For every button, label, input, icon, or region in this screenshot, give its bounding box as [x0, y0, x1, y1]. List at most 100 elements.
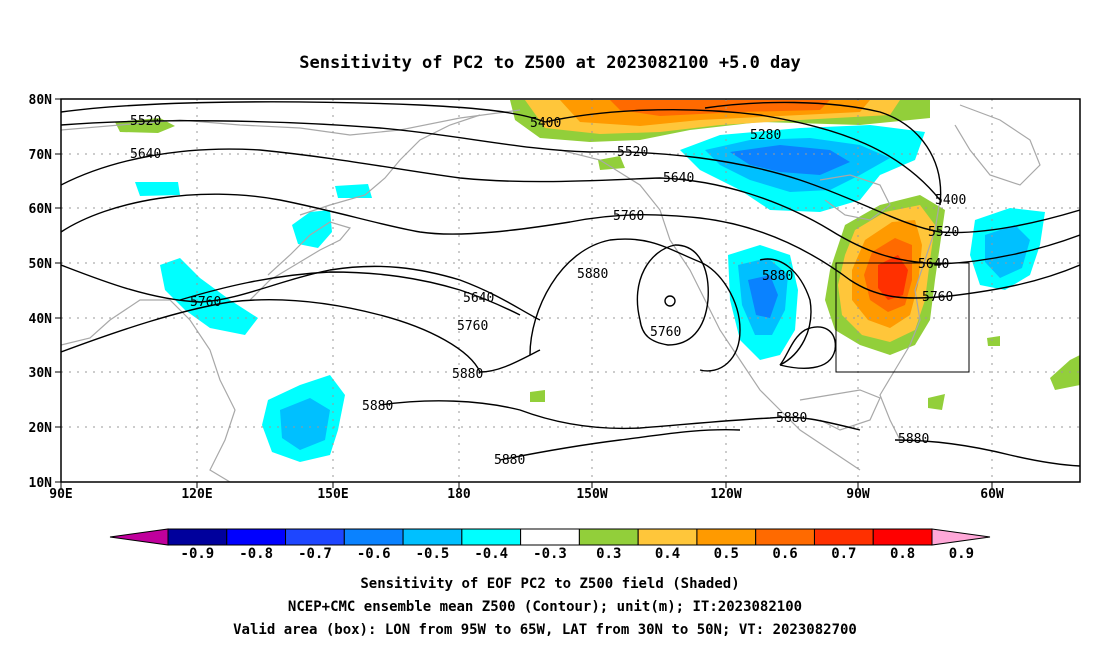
contour-5880-atlantic	[894, 439, 1080, 467]
caption: Sensitivity of EOF PC2 to Z500 field (Sh…	[233, 576, 857, 638]
caption-line-3: Valid area (box): LON from 95W to 65W, L…	[233, 622, 857, 638]
lon-label-60w: 60W	[980, 487, 1004, 502]
colorbar-cell	[520, 528, 580, 546]
contour-label: 5640	[663, 171, 694, 186]
contour-label: 5880	[776, 411, 807, 426]
colorbar-cell	[402, 528, 463, 546]
contour-label: 5880	[362, 399, 393, 414]
contour-5880-us	[759, 258, 812, 366]
lon-label-150w: 150W	[576, 487, 607, 502]
colorbar: -0.9 -0.8 -0.7 -0.6 -0.5 -0.4 -0.3 0.3 0.4 0.5 0.6…	[109, 528, 991, 562]
colorbar-label: 0.7	[831, 546, 856, 562]
contour-label: 5640	[918, 257, 949, 272]
contour-5520-east	[61, 120, 1080, 234]
contour-5640-asia	[179, 271, 521, 316]
contour-5280	[704, 101, 942, 206]
lon-label-150e: 150E	[317, 487, 348, 502]
negative-patch-bering	[335, 184, 372, 198]
contour-5880-pacific	[61, 299, 541, 373]
positive-region-arctic-max	[610, 100, 830, 116]
colorbar-cell	[285, 528, 345, 546]
colorbar-label: 0.8	[890, 546, 915, 562]
lat-label-30n: 30N	[29, 366, 53, 381]
map-frame	[60, 98, 1081, 483]
coastline-north-america-west	[559, 149, 861, 471]
coastline-korea-japan	[249, 221, 352, 301]
contour-label: 5640	[463, 291, 494, 306]
negative-patch-siberia	[135, 182, 180, 196]
lon-label-90e: 90E	[49, 487, 72, 502]
colorbar-label: 0.4	[655, 546, 680, 562]
coastlines	[61, 104, 1041, 482]
contour-label: 5880	[898, 432, 929, 447]
negative-region-atlantic-core	[985, 225, 1030, 278]
negative-patch-japan	[292, 210, 332, 248]
contour-label: 5280	[750, 128, 781, 143]
z500-contours	[61, 101, 1080, 467]
contour-label: 5400	[530, 116, 561, 131]
map-panel: 5520 5640 5760 5880 5400 5280 5520 5640 …	[29, 93, 1081, 502]
caption-line-2: NCEP+CMC ensemble mean Z500 (Contour); u…	[288, 599, 802, 615]
contour-labels: 5520 5640 5760 5880 5400 5280 5520 5640 …	[130, 114, 966, 468]
contour-label: 5760	[190, 295, 221, 310]
latitude-labels: 80N 70N 60N 50N 40N 30N 20N 10N	[29, 93, 53, 491]
negative-region-west-us-max	[748, 275, 778, 318]
contour-5760-asia	[61, 264, 541, 321]
contour-5760-small-low	[664, 295, 676, 307]
valid-area-box	[835, 262, 970, 373]
colorbar-cells	[167, 528, 933, 546]
contour-label: 5400	[935, 193, 966, 208]
contour-5760-long	[61, 193, 1080, 299]
lat-label-60n: 60N	[29, 202, 53, 217]
negative-region-canada-max	[730, 145, 850, 175]
caption-line-1: Sensitivity of EOF PC2 to Z500 field (Sh…	[360, 576, 739, 592]
contour-5880-subtropic	[379, 400, 861, 431]
longitude-labels: 90E 120E 150E 180 150W 120W 90W 60W	[49, 487, 1004, 502]
colorbar-cell	[226, 528, 287, 546]
contour-5880-ridge	[529, 238, 741, 372]
lat-label-20n: 20N	[29, 421, 53, 436]
positive-patch-caribbean	[928, 394, 945, 410]
lon-label-90w: 90W	[846, 487, 870, 502]
positive-patch-bermuda	[987, 336, 1000, 346]
lat-label-80n: 80N	[29, 93, 53, 108]
colorbar-cell	[343, 528, 404, 546]
contour-5400-polar	[61, 101, 546, 123]
colorbar-left-triangle	[109, 528, 169, 546]
colorbar-label: -0.3	[533, 546, 567, 562]
colorbar-cell	[461, 528, 522, 546]
positive-region-east-us-max	[878, 255, 908, 300]
coastline-arctic	[61, 109, 521, 136]
lat-label-40n: 40N	[29, 312, 53, 327]
contour-label: 5520	[928, 225, 959, 240]
contour-5640-east	[61, 148, 1080, 265]
colorbar-right-triangle	[931, 528, 991, 546]
sensitivity-shading	[115, 100, 1080, 462]
contour-label: 5880	[494, 453, 525, 468]
contour-label: 5640	[130, 147, 161, 162]
contour-label: 5880	[762, 269, 793, 284]
lon-label-120w: 120W	[710, 487, 741, 502]
coastline-kamchatka	[299, 114, 481, 216]
contour-label: 5760	[457, 319, 488, 334]
colorbar-cell	[637, 528, 698, 546]
positive-patch-greenland	[598, 156, 625, 170]
contour-label: 5520	[130, 114, 161, 129]
colorbar-cell	[755, 528, 815, 546]
colorbar-label: -0.8	[239, 546, 273, 562]
lon-label-180: 180	[447, 487, 471, 502]
positive-patch-atlantic	[1050, 355, 1080, 390]
negative-region-west-pacific-core	[280, 398, 330, 450]
contour-5880-south	[499, 428, 741, 461]
axis-ticks	[55, 98, 993, 488]
colorbar-label: -0.9	[181, 546, 215, 562]
colorbar-label: 0.6	[772, 546, 797, 562]
colorbar-label: -0.5	[416, 546, 450, 562]
lat-label-50n: 50N	[29, 257, 53, 272]
contour-label: 5760	[650, 325, 681, 340]
coastline-hudson-bay	[819, 174, 891, 221]
positive-patch-pacific	[530, 390, 545, 402]
lat-label-70n: 70N	[29, 148, 53, 163]
lat-label-10n: 10N	[29, 476, 53, 491]
